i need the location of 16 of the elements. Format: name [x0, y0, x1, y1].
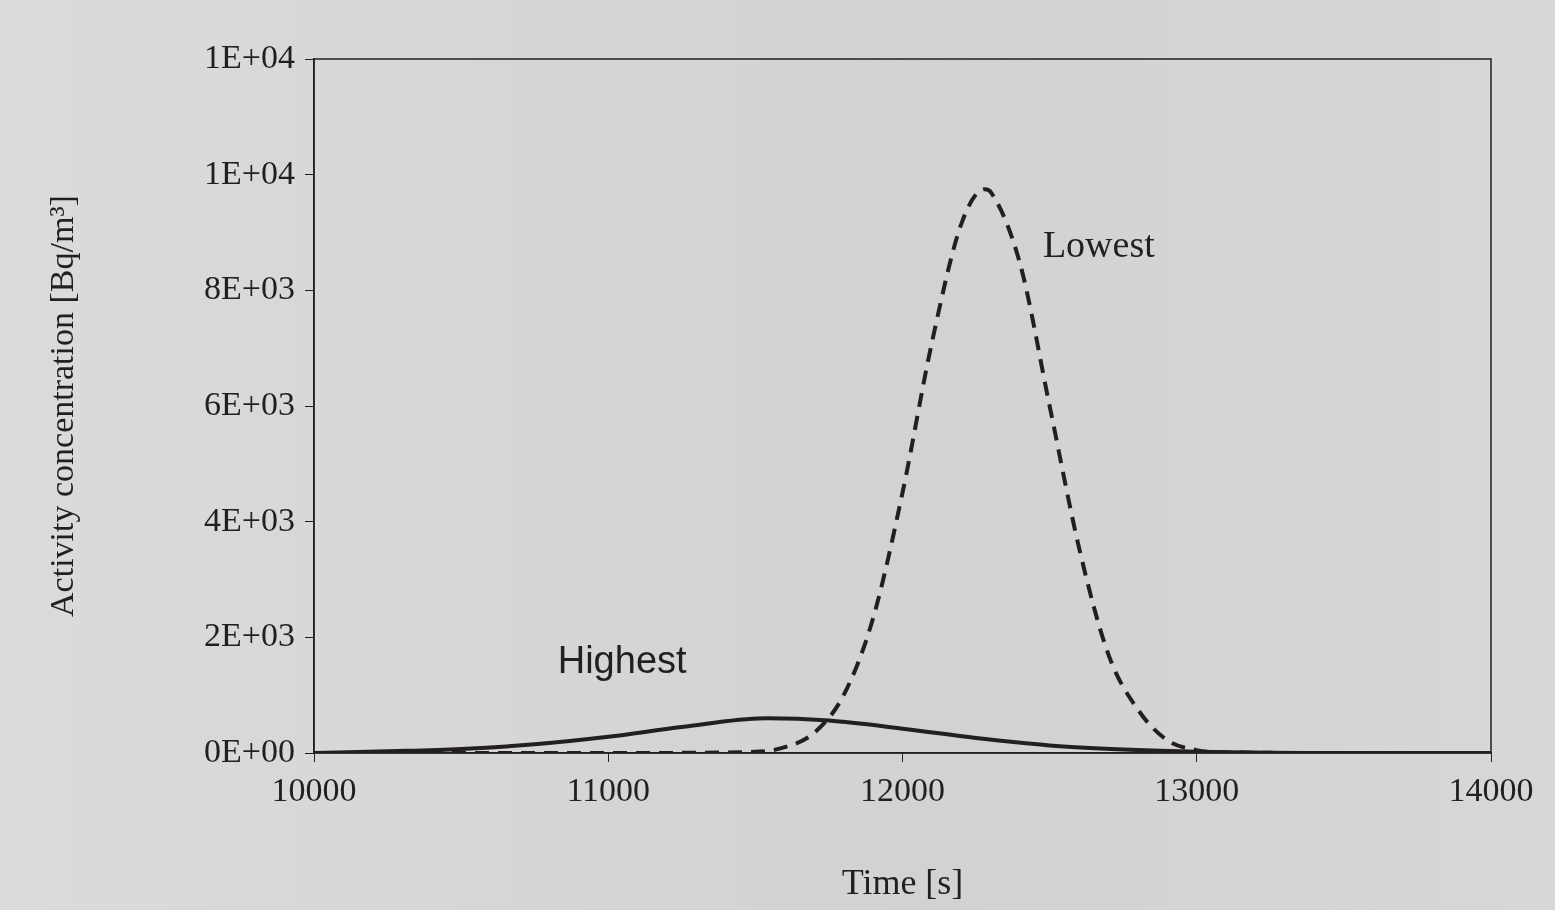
series-label: Highest — [557, 638, 688, 681]
y-tick-label: 4E+03 — [204, 500, 295, 538]
x-tick-label: 14000 — [1448, 771, 1534, 809]
y-tick-label: 1E+04 — [204, 153, 295, 191]
y-tick-label: 1E+04 — [204, 37, 295, 75]
x-tick-label: 13000 — [1154, 771, 1240, 809]
y-tick-label: 0E+00 — [204, 731, 295, 769]
y-axis-title: Activity concentration [Bq/m³] — [43, 195, 81, 617]
series-label: Lowest — [1042, 223, 1156, 266]
x-tick-label: 11000 — [566, 771, 651, 809]
y-tick-label: 2E+03 — [204, 616, 295, 654]
y-tick-label: 6E+03 — [204, 384, 295, 422]
x-tick-label: 12000 — [860, 771, 945, 809]
y-tick-label: 8E+03 — [204, 269, 295, 307]
x-axis-title: Time [s] — [841, 861, 964, 902]
x-tick-label: 10000 — [271, 771, 357, 809]
